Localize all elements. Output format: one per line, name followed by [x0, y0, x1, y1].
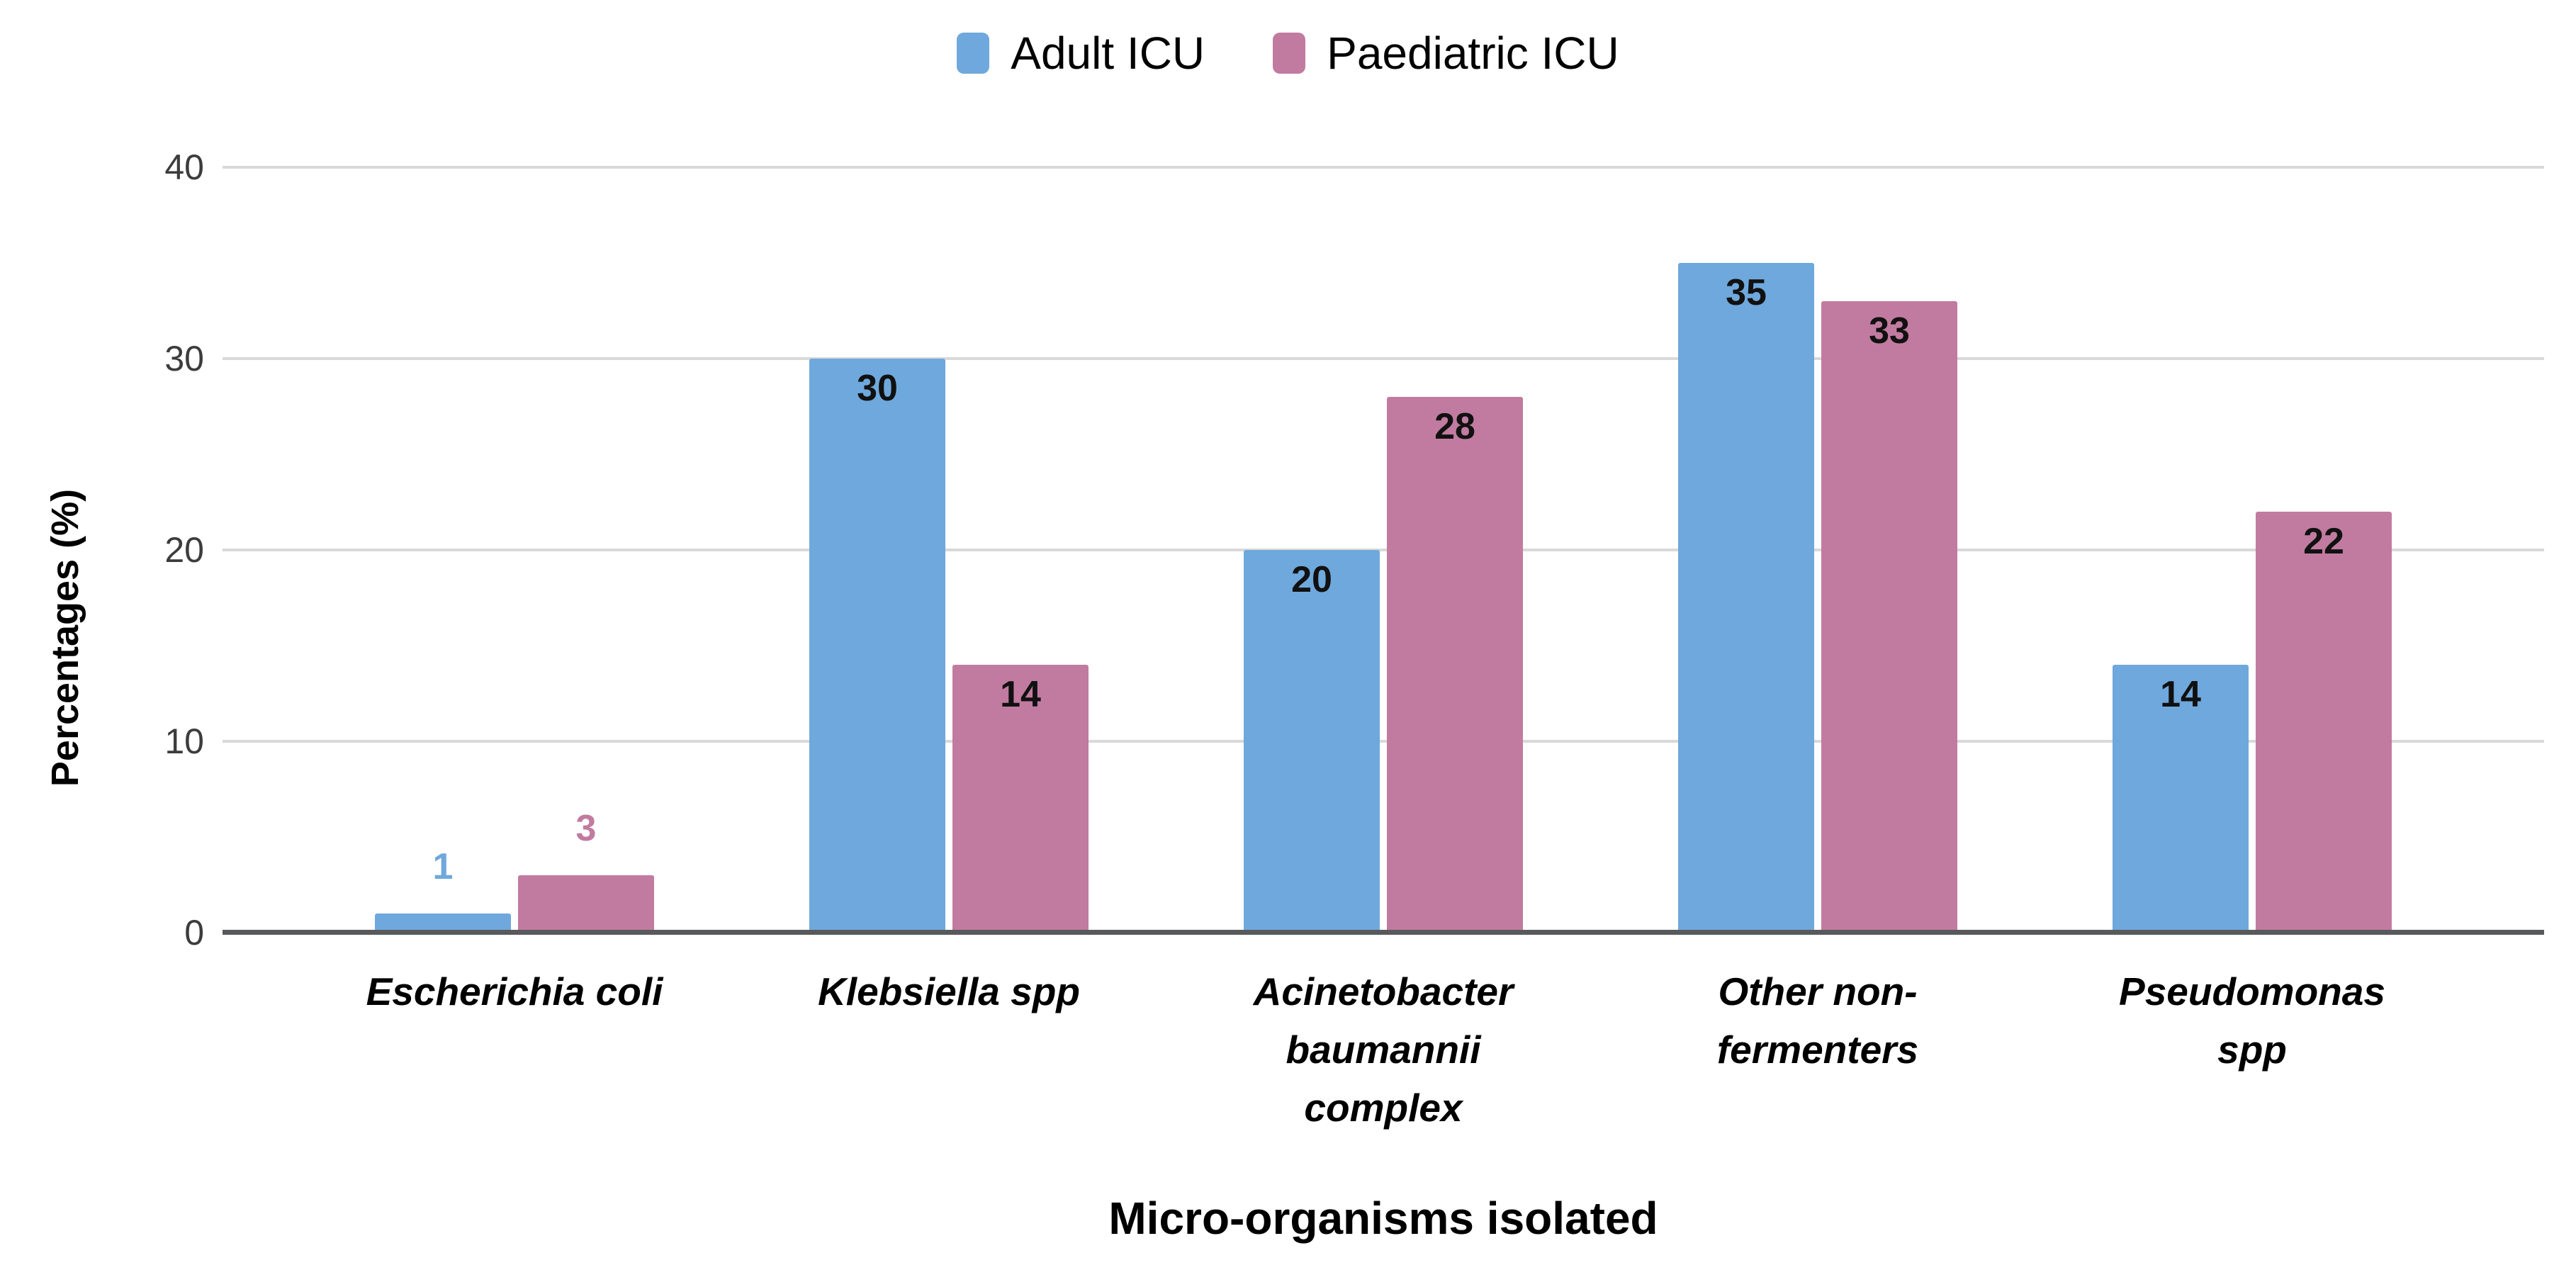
x-axis-category-labels: Escherichia coli Klebsiella spp Acinetobac… [223, 962, 2544, 1130]
category-label-line: Escherichia coli [366, 970, 663, 1013]
category-label-escherichia-coli: Escherichia coli [366, 962, 663, 1021]
legend-swatch-adult-icu [957, 33, 990, 74]
category-cell: Escherichia coli [366, 962, 663, 1013]
y-axis-tick-labels: 0 10 20 30 40 [0, 150, 204, 950]
bar-value-label: 30 [857, 368, 898, 409]
bar-adult-icu: 35 [1678, 263, 1814, 933]
plot-area: 1 3 30 14 20 28 35 33 14 22 [223, 166, 2544, 935]
gridline-20 [223, 549, 2544, 551]
x-axis-line [223, 930, 2544, 935]
gridline-40 [223, 166, 2544, 169]
bar-value-label: 28 [1434, 406, 1475, 447]
bar-adult-icu: 30 [809, 359, 945, 933]
bar-adult-icu: 1 [375, 848, 511, 933]
bar-paediatric-icu: 22 [2256, 512, 2392, 933]
category-label-line: Klebsiella spp [818, 970, 1080, 1013]
bar-groups: 1 3 30 14 20 28 35 33 14 22 [223, 167, 2544, 933]
gridline-30 [223, 357, 2544, 360]
category-cell: Klebsiella spp [809, 962, 1089, 1013]
bar-paediatric-icu: 28 [1387, 397, 1523, 933]
y-axis-tick-label: 30 [164, 339, 204, 378]
bar-paediatric-icu: 33 [1821, 301, 1957, 933]
bar-value-label: 33 [1869, 310, 1910, 352]
category-label-line: spp [2217, 1028, 2287, 1072]
gridline-10 [223, 740, 2544, 743]
category-cell: Acinetobacter baumannii complex [1244, 962, 1523, 1130]
legend: Adult ICU Paediatric ICU [0, 27, 2576, 79]
category-label-line: Other non- [1718, 970, 1918, 1013]
y-axis-tick-label: 10 [164, 721, 204, 761]
x-axis-title: Micro-organisms isolated [1108, 1193, 1658, 1244]
bar-value-label: 22 [2303, 521, 2344, 562]
bar-group-acinetobacter-baumannii-complex: 20 28 [1244, 167, 1523, 933]
category-label-acinetobacter-baumannii-complex: Acinetobacter baumannii complex [1254, 962, 1514, 1137]
legend-label: Adult ICU [1011, 28, 1205, 79]
bar-value-label: 35 [1726, 272, 1767, 313]
category-label-pseudomonas-spp: Pseudomonas spp [2119, 962, 2385, 1079]
category-label-other-non-fermenters: Other non-fermenters [1717, 962, 1918, 1079]
bar-value-label: 3 [575, 808, 597, 849]
bar-value-label: 14 [1000, 674, 1041, 715]
category-cell: Pseudomonas spp [2113, 962, 2392, 1072]
bar-group-pseudomonas-spp: 14 22 [2113, 167, 2392, 933]
bar-group-other-non-fermenters: 35 33 [1678, 167, 1957, 933]
bar-paediatric-icu: 3 [518, 810, 654, 933]
category-label-line: Acinetobacter [1253, 970, 1514, 1013]
bar-paediatric-icu: 14 [952, 665, 1089, 933]
legend-label: Paediatric ICU [1327, 28, 1619, 79]
category-label-line: complex [1304, 1086, 1463, 1130]
legend-item-paediatric-icu: Paediatric ICU [1273, 27, 1619, 79]
y-axis-tick-label: 40 [164, 147, 204, 187]
bar-adult-icu: 20 [1244, 550, 1380, 933]
bar-value-label: 20 [1291, 559, 1332, 600]
category-label-line: fermenters [1716, 1028, 1919, 1072]
bar-value-label: 14 [2160, 674, 2201, 715]
y-axis-title: Percentages (%) [44, 488, 86, 787]
category-cell: Other non-fermenters [1678, 962, 1957, 1072]
y-axis-tick-label: 20 [164, 530, 204, 570]
category-label-klebsiella-spp: Klebsiella spp [818, 962, 1080, 1021]
legend-swatch-paediatric-icu [1273, 33, 1306, 74]
bar-value-label: 1 [432, 846, 454, 887]
category-label-line: Pseudomonas [2119, 970, 2385, 1013]
category-label-line: baumannii [1286, 1028, 1481, 1072]
y-axis-tick-label: 0 [184, 913, 204, 952]
bar-adult-icu: 14 [2113, 665, 2249, 933]
legend-item-adult-icu: Adult ICU [957, 27, 1205, 79]
bar-group-klebsiella-spp: 30 14 [809, 167, 1089, 933]
